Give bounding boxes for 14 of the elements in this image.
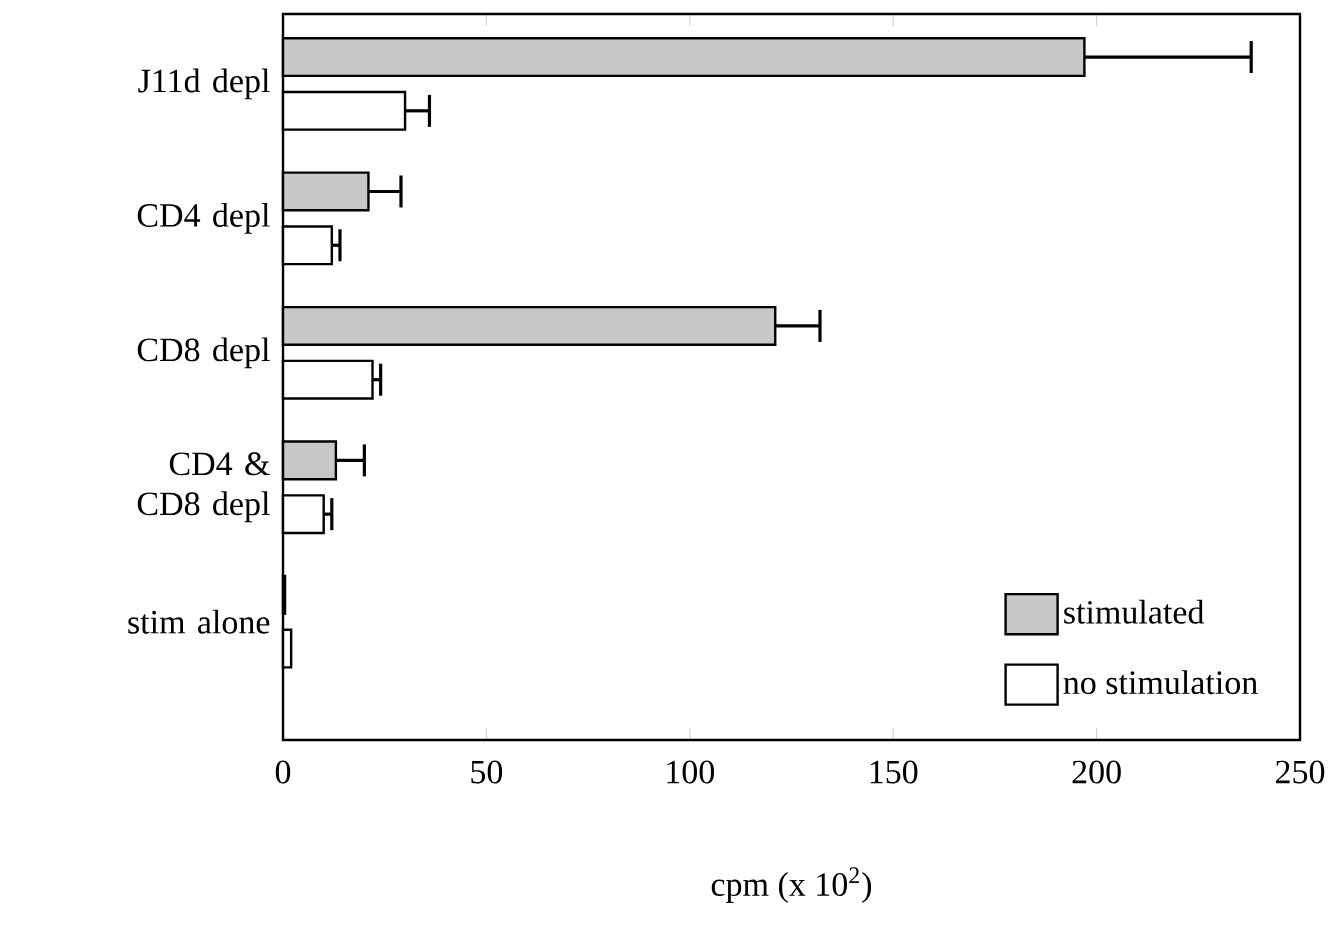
x-tick-label: 250 xyxy=(1276,760,1325,784)
x-tick-label: 100 xyxy=(667,760,715,784)
x-tick-label: 150 xyxy=(870,760,918,784)
legend-label: stimulated xyxy=(1064,599,1205,624)
y-tick-label: CD4 depl xyxy=(137,202,270,234)
x-axis-title: cpm (x 10$^{2}$) xyxy=(711,867,872,903)
y-tick-label: stim alone xyxy=(128,609,270,634)
y-tick-label: CD8 depl xyxy=(137,337,270,369)
y-tick-label: CD4 & CD8 depl xyxy=(137,452,270,523)
x-tick-label: 50 xyxy=(471,760,503,784)
y-tick-label: J11d depl xyxy=(138,68,270,100)
x-tick-label: 0 xyxy=(275,760,291,784)
legend-label: no stimulation xyxy=(1063,670,1258,695)
x-tick-label: 200 xyxy=(1072,760,1121,784)
